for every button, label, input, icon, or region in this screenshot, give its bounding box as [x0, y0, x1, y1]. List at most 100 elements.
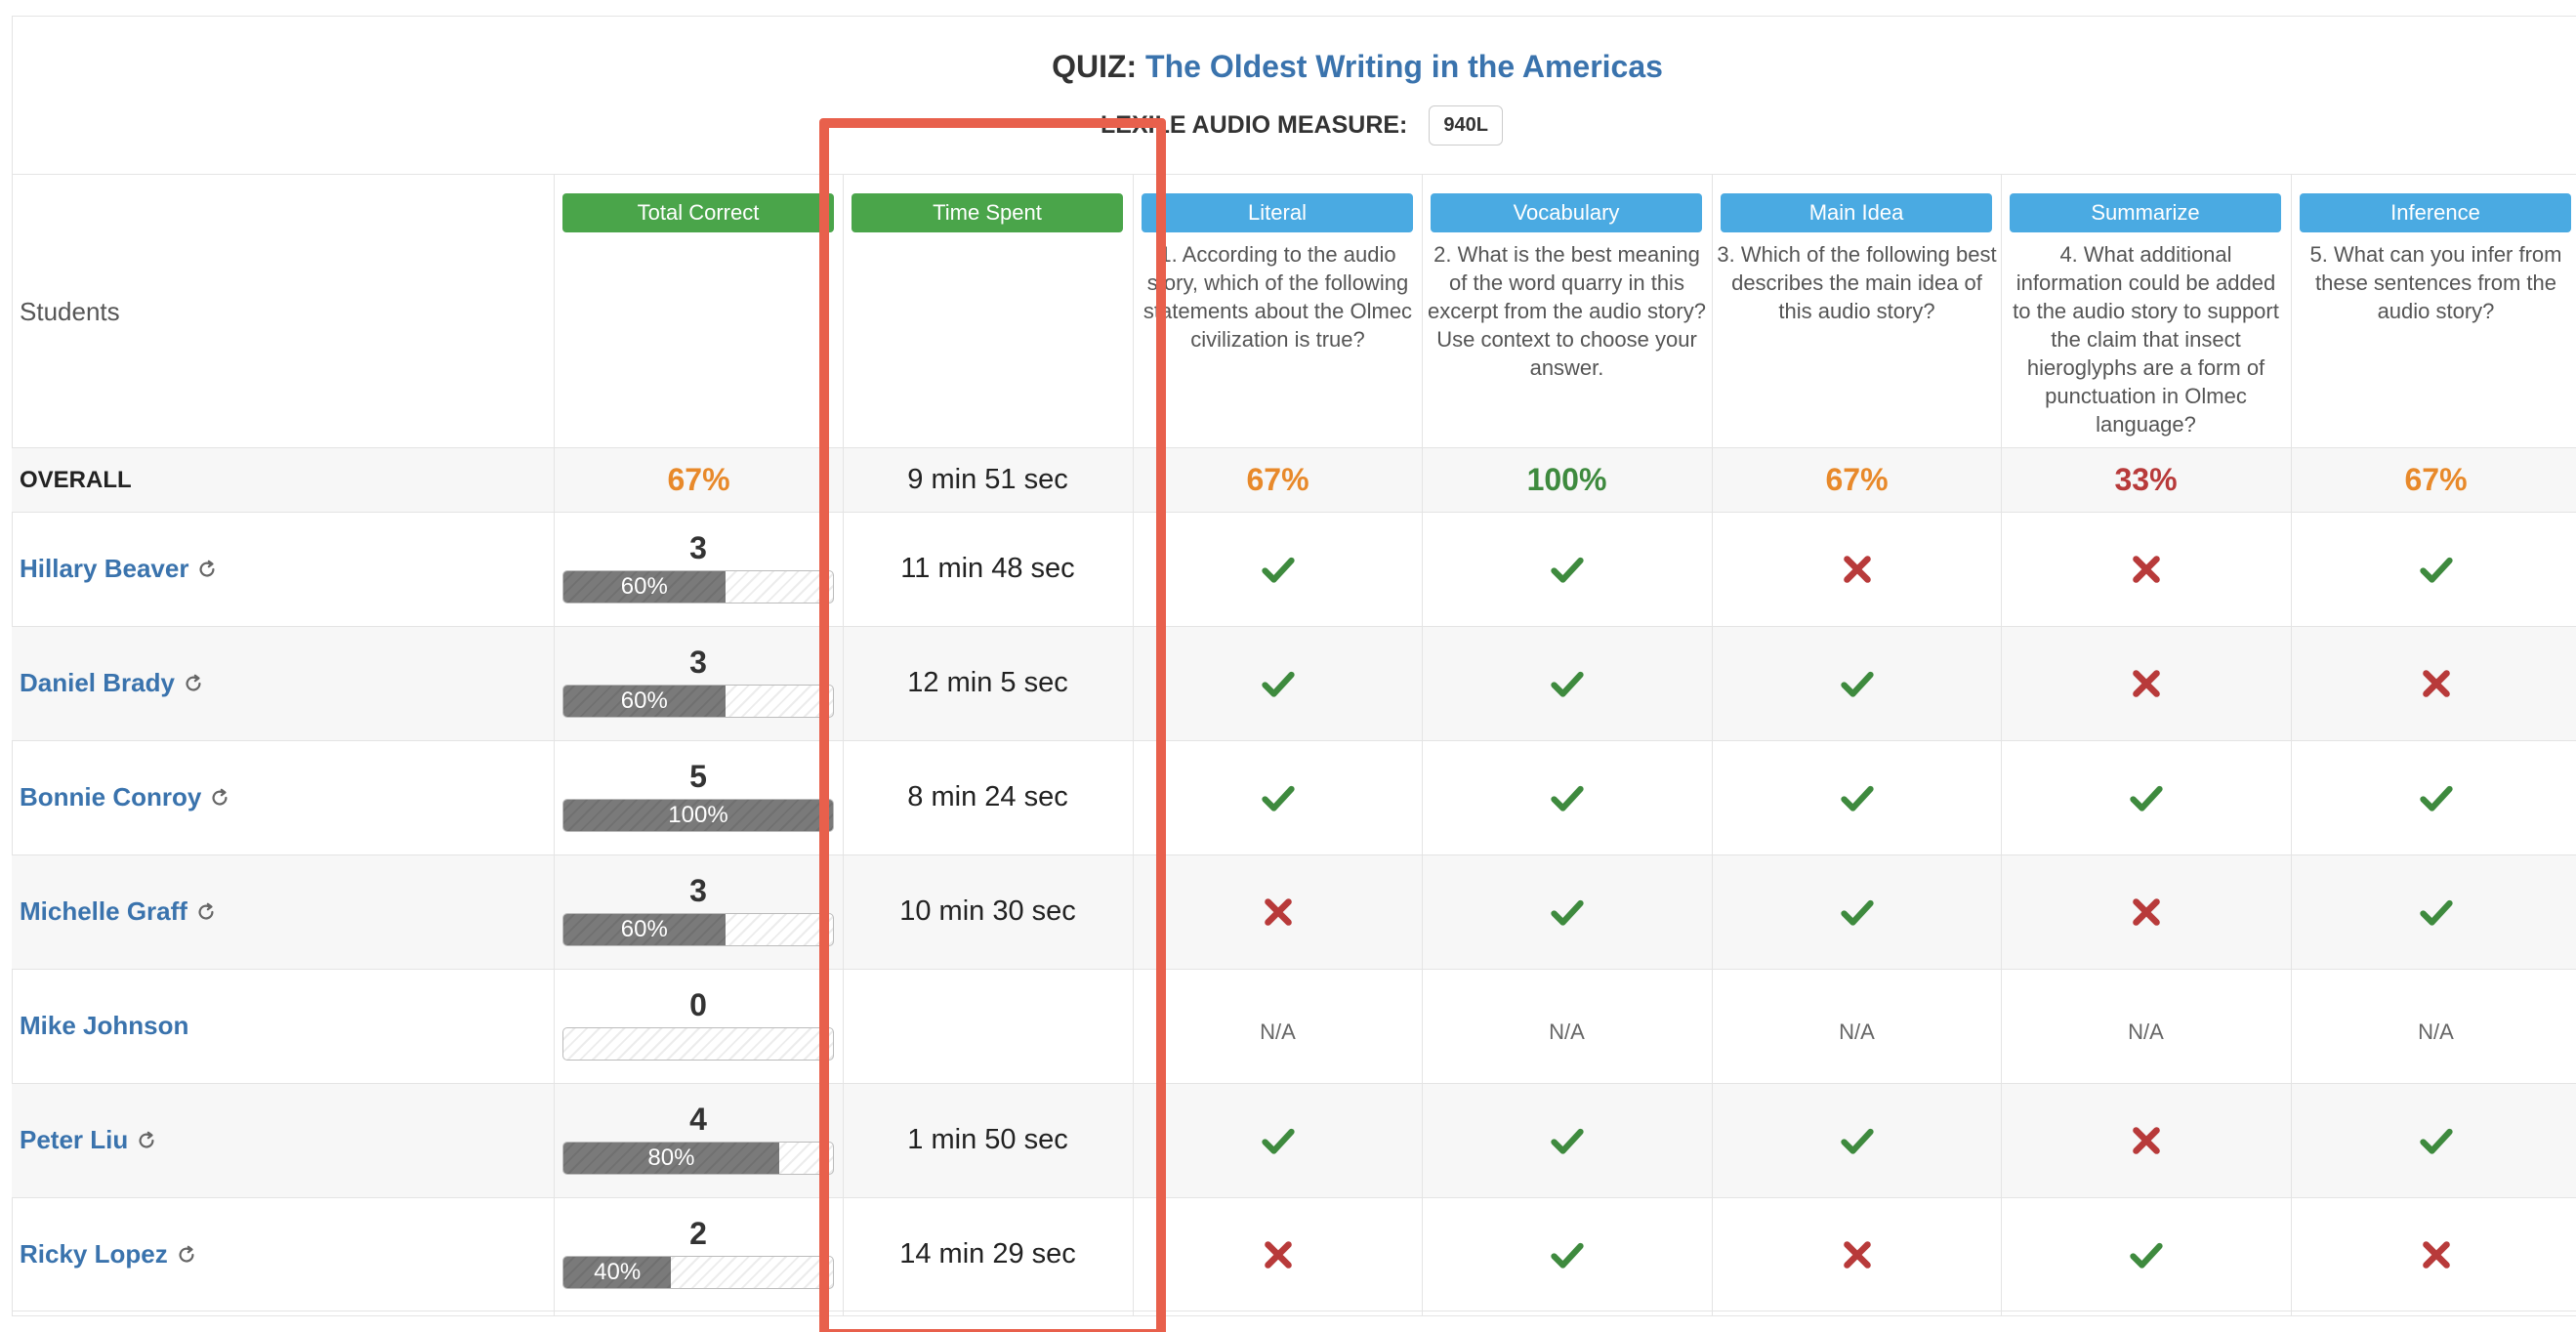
student-name[interactable]: Mike Johnson	[20, 1011, 188, 1041]
progress-fill	[563, 686, 726, 717]
time-spent-cell	[843, 969, 1133, 1083]
student-name-link[interactable]: Michelle Graff	[20, 896, 187, 926]
quiz-title-link[interactable]: The Oldest Writing in the Americas	[1145, 49, 1663, 84]
score-value: 4	[689, 1102, 707, 1137]
check-icon	[1550, 671, 1584, 697]
check-icon	[1550, 899, 1584, 926]
answer-cell	[1133, 1083, 1423, 1197]
answer-cell	[2291, 854, 2576, 969]
student-name[interactable]: Ricky Lopez	[20, 1239, 197, 1270]
student-name-link[interactable]: Ricky Lopez	[20, 1239, 168, 1269]
answer-cell	[1133, 740, 1423, 854]
cross-icon	[1843, 555, 1871, 583]
answer-cell	[2291, 1083, 2576, 1197]
answer-cell	[2001, 740, 2291, 854]
progress-label: 60%	[620, 687, 668, 714]
table-row	[12, 969, 2576, 1083]
header-row	[12, 174, 2576, 447]
quiz-title: QUIZ: The Oldest Writing in the Americas	[0, 49, 2576, 85]
answer-cell	[1133, 854, 1423, 969]
column-badge-literal[interactable]: Literal	[1142, 193, 1413, 232]
not-available-text: N/A	[1260, 1019, 1296, 1044]
student-name[interactable]: Bonnie Conroy	[20, 782, 230, 812]
column-divider	[1422, 174, 1423, 1316]
total-correct-cell: 3 60%	[562, 645, 834, 718]
answer-cell	[1422, 1197, 1712, 1311]
student-name-link[interactable]: Peter Liu	[20, 1125, 129, 1154]
answer-cell	[1712, 854, 2002, 969]
check-icon	[2129, 1242, 2163, 1269]
question-text: 5. What can you infer from these sentenc…	[2309, 242, 2562, 323]
percent-value: 33%	[2114, 461, 2178, 497]
cross-icon	[1264, 897, 1292, 926]
progress-bar: 60%	[562, 570, 834, 604]
student-name[interactable]: Daniel Brady	[20, 668, 204, 698]
refresh-icon[interactable]	[136, 1130, 157, 1151]
score-value: 5	[689, 759, 707, 794]
answer-cell	[2291, 512, 2576, 626]
time-value: 9 min 51 sec	[907, 463, 1068, 495]
refresh-icon[interactable]	[176, 1244, 197, 1266]
table-row	[12, 740, 2576, 854]
student-name-link[interactable]: Bonnie Conroy	[20, 782, 202, 812]
time-value: 12 min 5 sec	[907, 667, 1068, 698]
score-value: 0	[689, 987, 707, 1022]
student-name[interactable]: Hillary Beaver	[20, 554, 218, 584]
answer-cell	[1712, 1083, 2002, 1197]
student-name-link[interactable]: Daniel Brady	[20, 668, 175, 697]
total-correct-cell: 2 40%	[562, 1217, 834, 1289]
answer-cell	[2001, 1197, 2291, 1311]
refresh-icon[interactable]	[195, 901, 217, 923]
not-available-text: N/A	[1839, 1019, 1875, 1044]
time-value: 11 min 48 sec	[900, 553, 1075, 584]
column-badge-total-correct[interactable]: Total Correct	[562, 193, 834, 232]
column-badge-vocabulary[interactable]: Vocabulary	[1431, 193, 1702, 232]
overall-percent: 67%	[554, 447, 844, 512]
column-badge-inference[interactable]: Inference	[2300, 193, 2571, 232]
student-name[interactable]: Michelle Graff	[20, 896, 217, 927]
progress-fill	[563, 1257, 672, 1288]
student-name-link[interactable]: Hillary Beaver	[20, 554, 189, 583]
check-icon	[1261, 785, 1295, 812]
student-name[interactable]: Peter Liu	[20, 1125, 157, 1155]
column-divider	[554, 174, 555, 1316]
answer-cell	[1422, 854, 1712, 969]
total-correct-cell: 3 60%	[562, 531, 834, 604]
progress-fill	[563, 800, 833, 831]
check-icon	[1550, 1128, 1584, 1154]
overall-time-spent: 9 min 51 sec	[843, 447, 1133, 512]
column-divider	[1712, 174, 1713, 1316]
check-icon	[1550, 557, 1584, 583]
check-icon	[1550, 785, 1584, 812]
column-divider	[2001, 174, 2002, 1316]
check-icon	[1840, 899, 1874, 926]
lexile-label: LEXILE AUDIO MEASURE:	[1101, 110, 1408, 139]
percent-value: 67%	[1825, 461, 1889, 497]
progress-label: 40%	[594, 1259, 642, 1285]
check-icon	[1840, 1128, 1874, 1154]
check-icon	[1261, 1128, 1295, 1154]
answer-cell	[1712, 512, 2002, 626]
student-name-link[interactable]: Mike Johnson	[20, 1011, 189, 1040]
column-badge-time-spent[interactable]: Time Spent	[852, 193, 1123, 232]
score-value: 3	[689, 873, 707, 908]
progress-label: 60%	[620, 916, 668, 942]
column-badge-main-idea[interactable]: Main Idea	[1721, 193, 1992, 232]
total-correct-cell: 0	[562, 988, 834, 1061]
answer-cell	[2291, 740, 2576, 854]
cross-icon	[1843, 1240, 1871, 1269]
refresh-icon[interactable]	[183, 673, 204, 694]
total-correct-cell: 4 80%	[562, 1103, 834, 1175]
check-icon	[1840, 671, 1874, 697]
refresh-icon[interactable]	[209, 787, 230, 809]
total-correct-cell: 5 100%	[562, 760, 834, 832]
column-badge-summarize[interactable]: Summarize	[2010, 193, 2281, 232]
cross-icon	[2132, 555, 2160, 583]
answer-cell	[1422, 512, 1712, 626]
check-icon	[1550, 1242, 1584, 1269]
answer-cell	[2001, 626, 2291, 740]
time-spent-cell: 14 min 29 sec	[843, 1197, 1133, 1311]
refresh-icon[interactable]	[196, 559, 218, 580]
percent-value: 67%	[2404, 461, 2468, 497]
progress-label: 100%	[668, 802, 728, 828]
